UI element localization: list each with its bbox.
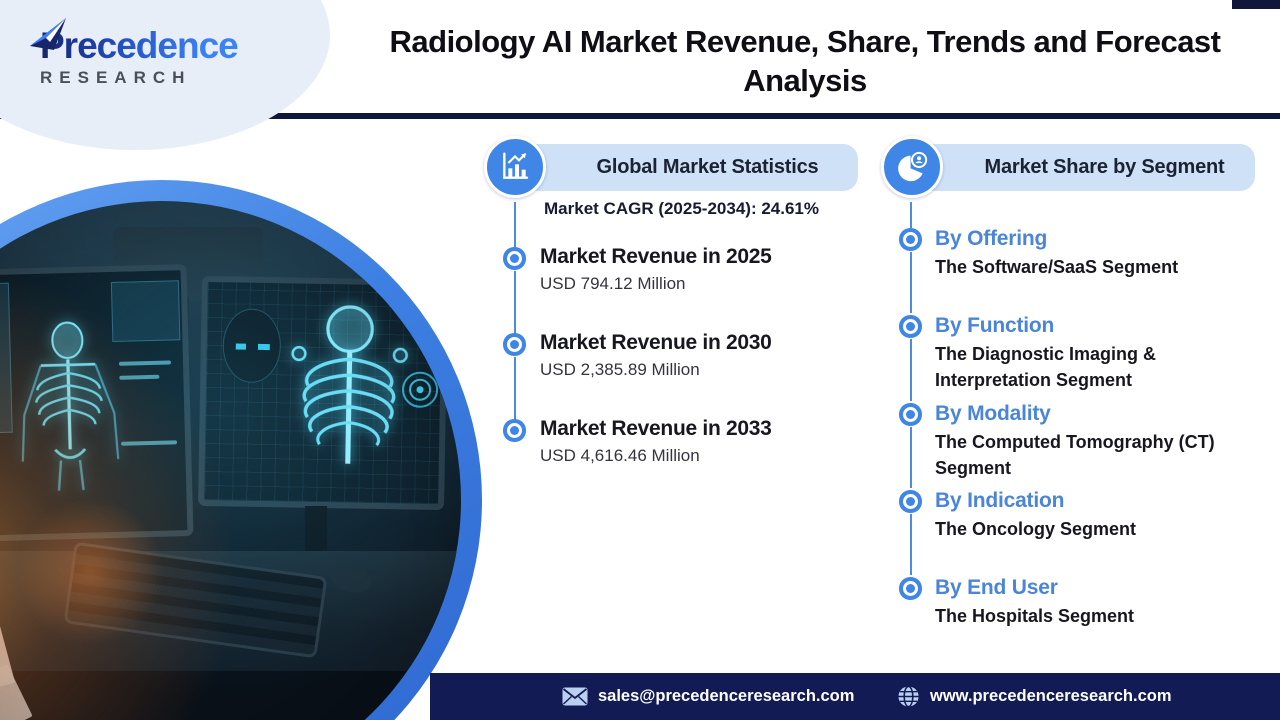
stats-heading: Global Market Statistics xyxy=(596,156,819,178)
segment-label: By Offering xyxy=(935,227,1048,250)
desk-front xyxy=(0,671,461,720)
segment-value: The Oncology Segment xyxy=(935,519,1137,539)
segments-heading-pill: Market Share by Segment xyxy=(902,144,1255,191)
timeline-bullet-icon xyxy=(906,322,915,331)
segment-label: By Modality xyxy=(935,402,1051,425)
header-divider xyxy=(0,113,1280,119)
precedence-research-logo: Precedence RESEARCH xyxy=(30,18,239,88)
segment-label: By End User xyxy=(935,576,1058,599)
stat-item-value: USD 4,616.46 Million xyxy=(540,446,700,465)
connector-line xyxy=(910,339,912,401)
right-monitor xyxy=(198,275,448,511)
connector-line xyxy=(514,271,516,334)
footer-email-link[interactable]: sales@precedenceresearch.com xyxy=(562,673,854,720)
segment-label: By Function xyxy=(935,314,1055,337)
pie-chart-icon xyxy=(898,151,928,182)
bar-chart-icon xyxy=(503,152,529,179)
logo-brand-text: Precedence xyxy=(40,25,239,66)
footer-website-link[interactable]: www.precedenceresearch.com xyxy=(897,673,1172,720)
timeline-bullet-icon xyxy=(906,410,915,419)
footer-website-text: www.precedenceresearch.com xyxy=(930,687,1172,705)
photo-ring xyxy=(0,180,482,720)
connector-line xyxy=(910,252,912,313)
timeline-bullet-icon xyxy=(906,584,915,593)
connector-line xyxy=(514,357,516,420)
connector-line xyxy=(910,427,912,488)
segment-value: The Hospitals Segment xyxy=(935,606,1135,626)
connector-line xyxy=(910,514,912,575)
footer-email-text: sales@precedenceresearch.com xyxy=(598,687,855,705)
stats-heading-pill: Global Market Statistics xyxy=(505,144,858,191)
stats-icon-circle xyxy=(484,136,546,198)
segment-value: The Diagnostic Imaging & Interpretation … xyxy=(935,344,1157,390)
radiology-workstation-photo xyxy=(0,201,461,720)
target-rings-graphic xyxy=(402,371,439,408)
connector-line xyxy=(514,202,516,248)
logo-sub-text: RESEARCH xyxy=(40,68,192,87)
timeline-bullet-icon xyxy=(510,254,519,263)
stat-item-value: USD 794.12 Million xyxy=(540,274,686,293)
connector-line xyxy=(910,202,912,228)
segments-icon-circle xyxy=(881,136,943,198)
left-monitor xyxy=(0,264,194,542)
timeline-bullet-icon xyxy=(906,235,915,244)
segments-heading: Market Share by Segment xyxy=(984,156,1225,178)
segment-value: The Software/SaaS Segment xyxy=(935,257,1179,277)
paper-plane-icon xyxy=(30,18,66,50)
stat-item-title: Market Revenue in 2025 xyxy=(540,245,772,268)
timeline-bullet-icon xyxy=(510,426,519,435)
stat-item-value: USD 2,385.89 Million xyxy=(540,360,700,379)
stat-item-title: Market Revenue in 2030 xyxy=(540,331,772,354)
segment-label: By Indication xyxy=(935,489,1065,512)
segment-value: The Computed Tomography (CT) Segment xyxy=(935,432,1215,478)
cagr-label: Market CAGR (2025-2034): 24.61% xyxy=(544,199,819,218)
timeline-bullet-icon xyxy=(906,497,915,506)
envelope-icon xyxy=(562,687,588,706)
globe-icon xyxy=(898,685,919,708)
footer-bar: sales@precedenceresearch.com www.precede… xyxy=(430,673,1280,720)
skeleton-xray-graphic xyxy=(21,321,120,491)
page-title: Radiology AI Market Revenue, Share, Tren… xyxy=(389,24,1222,98)
stat-item-title: Market Revenue in 2033 xyxy=(540,417,772,440)
corner-accent xyxy=(1232,0,1280,9)
timeline-bullet-icon xyxy=(510,340,519,349)
